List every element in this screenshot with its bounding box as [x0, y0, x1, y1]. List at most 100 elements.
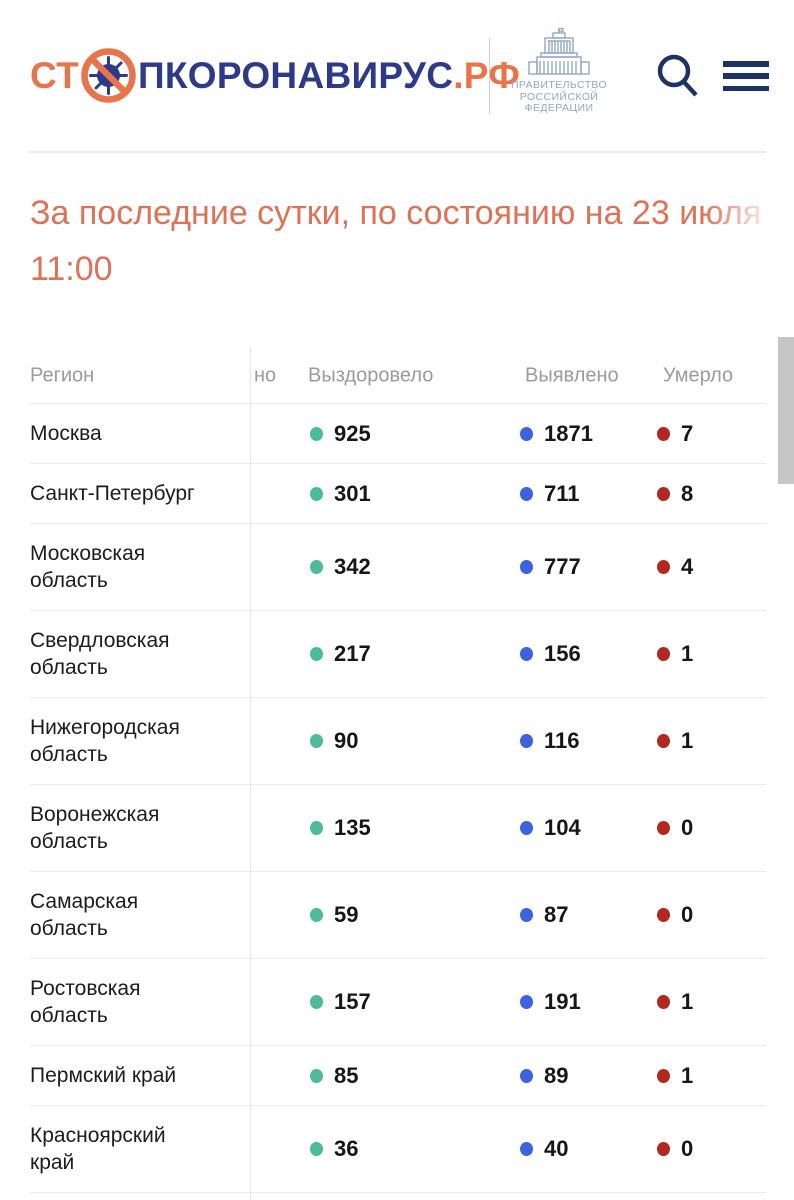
logo-text-prefix: СТ	[30, 54, 79, 96]
detected-cell: 89	[520, 1063, 568, 1089]
government-label-line3: ФЕДЕРАЦИИ	[524, 102, 594, 114]
detected-dot-icon	[520, 560, 533, 574]
died-dot-icon	[657, 908, 670, 922]
search-icon	[653, 54, 705, 106]
regions-stats-table: Регион но Выздоровело Выявлено Умерло Мо…	[30, 348, 766, 1200]
detected-value: 777	[544, 554, 581, 579]
detected-cell: 191	[520, 989, 581, 1015]
region-name: Самарская область	[30, 890, 139, 940]
detected-value: 40	[544, 1136, 569, 1161]
recovered-value: 217	[334, 641, 371, 666]
detected-value: 87	[544, 902, 569, 927]
died-cell: 0	[657, 815, 693, 841]
died-dot-icon	[657, 1068, 670, 1083]
died-dot-icon	[657, 426, 670, 441]
region-name: Пермский край	[30, 1064, 177, 1087]
search-button[interactable]	[653, 50, 705, 102]
died-cell: 0	[657, 1136, 693, 1162]
recovered-value: 59	[334, 902, 359, 927]
site-logo[interactable]: СТ ПКОРОНАВИРУС .РФ	[30, 46, 520, 104]
detected-cell: 777	[520, 554, 581, 580]
died-value: 8	[681, 480, 694, 506]
detected-dot-icon	[520, 486, 533, 501]
died-value: 1	[681, 728, 694, 753]
header-divider-line	[28, 151, 766, 153]
died-cell: 4	[657, 554, 693, 580]
region-name: Ростовская область	[30, 977, 141, 1027]
site-header: СТ ПКОРОНАВИРУС .РФ	[0, 0, 794, 152]
detected-cell: 156	[520, 641, 581, 667]
died-dot-icon	[657, 647, 670, 661]
detected-dot-icon	[520, 426, 533, 441]
page-title-line1: За последние сутки, по состоянию на 23 и…	[30, 194, 762, 232]
died-value: 0	[681, 902, 694, 927]
column-header-region: Регион	[30, 364, 95, 386]
recovered-cell: 135	[310, 815, 371, 841]
detected-value: 116	[544, 728, 580, 753]
recovered-dot-icon	[310, 1142, 323, 1156]
page-title: За последние сутки, по состоянию на 23 и…	[30, 185, 794, 297]
region-name: Воронежская область	[30, 803, 160, 853]
detected-dot-icon	[520, 821, 533, 835]
recovered-cell: 59	[310, 902, 358, 928]
recovered-cell: 925	[310, 421, 371, 447]
recovered-dot-icon	[310, 908, 323, 922]
recovered-value: 85	[334, 1062, 359, 1088]
recovered-cell: 157	[310, 989, 371, 1015]
table-row: Московская область 342 777 4	[30, 524, 766, 611]
detected-dot-icon	[520, 734, 533, 748]
died-value: 7	[681, 420, 694, 446]
died-cell: 7	[657, 421, 693, 447]
died-cell: 1	[657, 728, 693, 754]
detected-cell: 87	[520, 902, 568, 928]
recovered-dot-icon	[310, 486, 323, 501]
died-dot-icon	[657, 486, 670, 501]
died-dot-icon	[657, 821, 670, 835]
detected-value: 156	[544, 641, 581, 666]
column-header-clipped: но	[254, 364, 277, 386]
virus-no-entry-icon	[79, 47, 138, 104]
recovered-dot-icon	[310, 821, 323, 835]
recovered-value: 36	[334, 1136, 359, 1161]
government-label-line2: РОССИЙСКОЙ	[519, 90, 599, 103]
died-cell: 1	[657, 989, 693, 1015]
detected-cell: 40	[520, 1136, 568, 1162]
died-cell: 0	[657, 902, 693, 928]
detected-dot-icon	[520, 647, 533, 661]
region-name: Санкт-Петербург	[30, 482, 195, 505]
died-value: 0	[681, 1136, 694, 1161]
logo-text-middle: ПКОРОНАВИРУС	[138, 54, 454, 96]
died-dot-icon	[657, 734, 670, 748]
table-body: Москва 925 1871 7 Санкт-Петербург 301 71…	[30, 404, 766, 1193]
government-emblem[interactable]: ПРАВИТЕЛЬСТВО РОССИЙСКОЙ ФЕДЕРАЦИИ	[503, 28, 615, 115]
recovered-cell: 217	[310, 641, 371, 667]
page-scrollbar-thumb[interactable]	[778, 337, 794, 484]
died-value: 0	[681, 815, 694, 840]
recovered-value: 342	[334, 554, 371, 579]
detected-value: 191	[544, 989, 581, 1014]
column-header-recovered: Выздоровело	[308, 364, 434, 386]
header-vertical-divider	[489, 38, 490, 114]
detected-value: 104	[544, 815, 581, 840]
page-title-line2: 11:00	[30, 250, 113, 288]
recovered-value: 135	[334, 815, 371, 840]
recovered-dot-icon	[310, 560, 323, 574]
recovered-dot-icon	[310, 734, 323, 748]
detected-value: 89	[544, 1062, 569, 1088]
table-row: Пермский край 85 89 1	[30, 1046, 766, 1106]
died-cell: 1	[657, 641, 693, 667]
detected-cell: 711	[520, 481, 580, 507]
recovered-cell: 85	[310, 1063, 358, 1089]
died-cell: 1	[657, 1063, 693, 1089]
died-cell: 8	[657, 481, 693, 507]
recovered-cell: 301	[310, 481, 371, 507]
logo-text-suffix: .РФ	[453, 54, 521, 96]
died-value: 1	[681, 989, 694, 1014]
region-name: Московская область	[30, 542, 146, 592]
recovered-value: 157	[334, 989, 371, 1014]
region-name: Красноярский край	[30, 1124, 166, 1174]
detected-cell: 116	[520, 728, 580, 754]
detected-dot-icon	[520, 908, 533, 922]
hamburger-menu-button[interactable]	[723, 61, 769, 91]
recovered-value: 925	[334, 420, 371, 446]
